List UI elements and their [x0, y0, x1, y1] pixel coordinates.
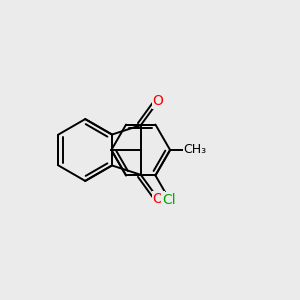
Text: Cl: Cl: [163, 193, 176, 207]
Text: O: O: [153, 94, 164, 108]
Text: O: O: [153, 192, 164, 206]
Text: CH₃: CH₃: [184, 143, 207, 157]
